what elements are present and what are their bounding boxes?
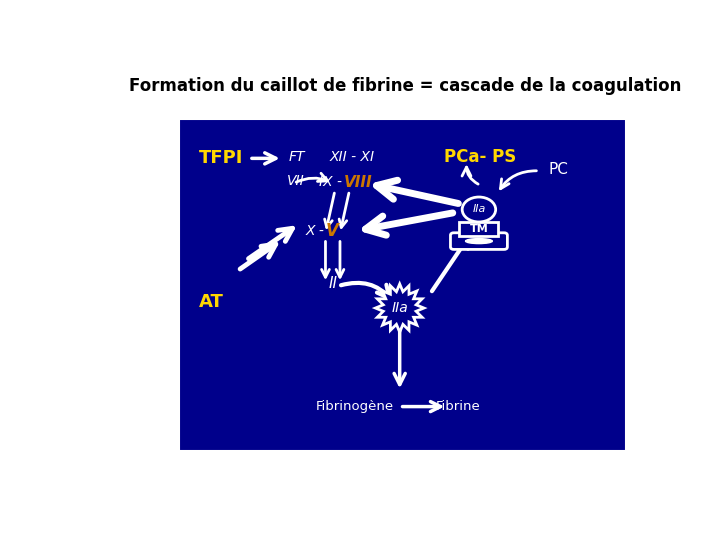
Bar: [179, 119, 626, 451]
Text: IIa: IIa: [391, 301, 408, 315]
Text: Fibrine: Fibrine: [436, 400, 481, 413]
Ellipse shape: [466, 239, 492, 244]
Text: Formation du caillot de fibrine = cascade de la coagulation: Formation du caillot de fibrine = cascad…: [129, 77, 681, 94]
FancyBboxPatch shape: [451, 233, 508, 249]
Text: TM: TM: [469, 224, 488, 234]
Text: PC: PC: [549, 162, 569, 177]
Text: AT: AT: [199, 293, 224, 311]
FancyBboxPatch shape: [459, 222, 498, 236]
Text: X -: X -: [305, 224, 324, 238]
Text: Fibrinogène: Fibrinogène: [316, 400, 394, 413]
Text: II: II: [328, 275, 337, 291]
Text: XII - XI: XII - XI: [330, 150, 375, 164]
Text: PCa- PS: PCa- PS: [444, 148, 517, 166]
Text: VII: VII: [287, 174, 305, 188]
Text: TFPI: TFPI: [199, 150, 243, 167]
Text: IIa: IIa: [472, 205, 485, 214]
Text: FT: FT: [288, 150, 305, 164]
Text: IX -: IX -: [319, 175, 342, 189]
Circle shape: [462, 197, 495, 222]
Text: V: V: [325, 222, 338, 240]
Polygon shape: [375, 284, 424, 332]
Text: VIII: VIII: [344, 174, 372, 190]
